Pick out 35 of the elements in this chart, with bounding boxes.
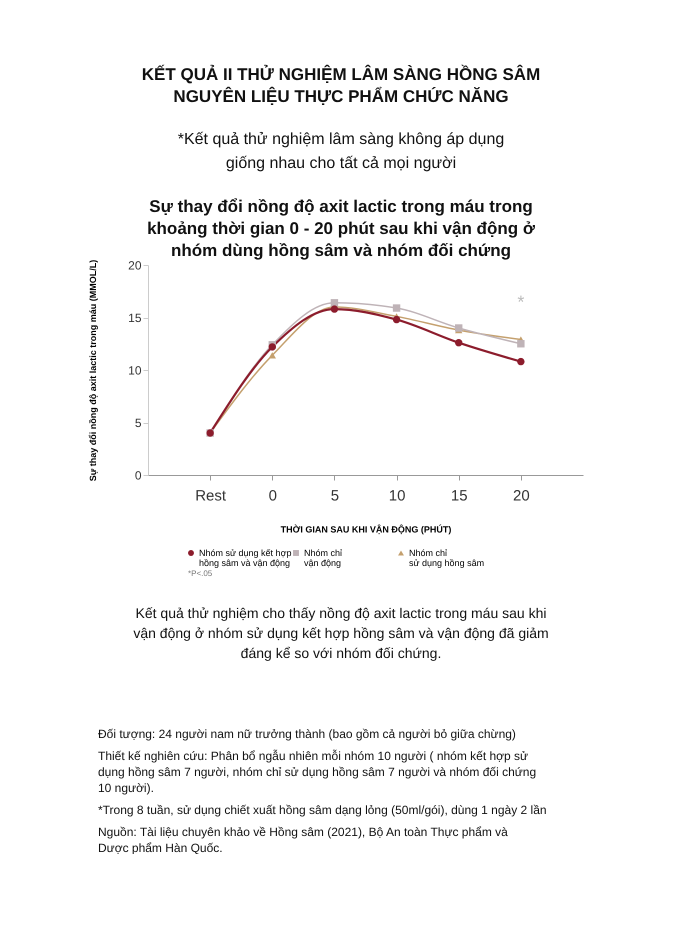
text: Thiết kế nghiên cứu: Phân bổ ngẫu nhiên mỗi nhóm 10 người ( nhóm kết hợp sử dụng hồng sâm 7 người, nhóm chỉ sử dụng hồng sâm 7 người và nhóm đối chứng 10 người).	[98, 749, 536, 795]
point	[455, 324, 462, 332]
y-tick-label: 10	[128, 364, 142, 378]
x-axis-title: THỜI GIAN SAU KHI VẬN ĐỘNG (PHÚT)	[280, 524, 452, 534]
y-axis-title: Sự thay đổi nồng độ axit lactic trong máu (MMOL/L)	[88, 260, 98, 482]
x-tick-label: Rest	[195, 488, 227, 504]
legend-label: Nhóm chỉ sử dụng hồng sâm	[409, 548, 484, 568]
x-tick-label: 20	[513, 488, 530, 504]
point	[392, 304, 400, 312]
point	[455, 339, 462, 346]
y-tick-label: 15	[128, 311, 142, 325]
text: *Trong 8 tuần, sử dụng chiết xuất hồng sâm dạng lỏng (50ml/gói), dùng 1 ngày 2 lần	[98, 803, 547, 817]
point	[330, 305, 338, 313]
point	[268, 352, 276, 359]
legend-label: Nhóm chỉ vận động	[304, 548, 342, 568]
point	[268, 343, 276, 351]
text: *P<.05	[188, 569, 213, 578]
point	[517, 340, 525, 348]
text: Kết quả thử nghiệm cho thấy nồng độ axit lactic trong máu sau khi vận động ở nhóm sử dụng kết hợp hồng sâm và vận động đã giảm đáng kể so với nhóm đối chứng.	[133, 605, 549, 661]
point	[392, 316, 400, 324]
point	[330, 299, 338, 307]
annotation: *	[517, 292, 524, 312]
x-tick-label: 15	[450, 488, 468, 504]
point	[517, 358, 525, 366]
x-tick-label: 5	[330, 488, 340, 504]
x-tick-label: 10	[388, 488, 406, 504]
y-tick-label: 20	[128, 258, 142, 272]
chart-title: KẾT QUẢ II THỬ NGHIỆM LÂM SÀNG HỒNG SÂM NGUYÊN LIỆU THỰC PHẨM CHỨC NĂNG	[142, 64, 540, 106]
text: Đối tượng: 24 người nam nữ trưởng thành (bao gồm cả người bỏ giữa chừng)	[98, 727, 516, 741]
y-tick-label: 5	[134, 416, 142, 430]
chart-subtitle: Sự thay đổi nồng độ axit lactic trong máu trong khoảng thời gian 0 - 20 phút sau khi vận động ở nhóm dùng hồng sâm và nhóm đối chứng	[147, 197, 536, 260]
x-tick-label: 0	[268, 488, 277, 504]
text: *Kết quả thử nghiệm lâm sàng không áp dụng giống nhau cho tất cả mọi người	[178, 131, 504, 172]
y-tick-label: 0	[134, 468, 142, 482]
legend-label: Nhóm sử dụng kết hợp hồng sâm và vận động	[199, 548, 292, 568]
